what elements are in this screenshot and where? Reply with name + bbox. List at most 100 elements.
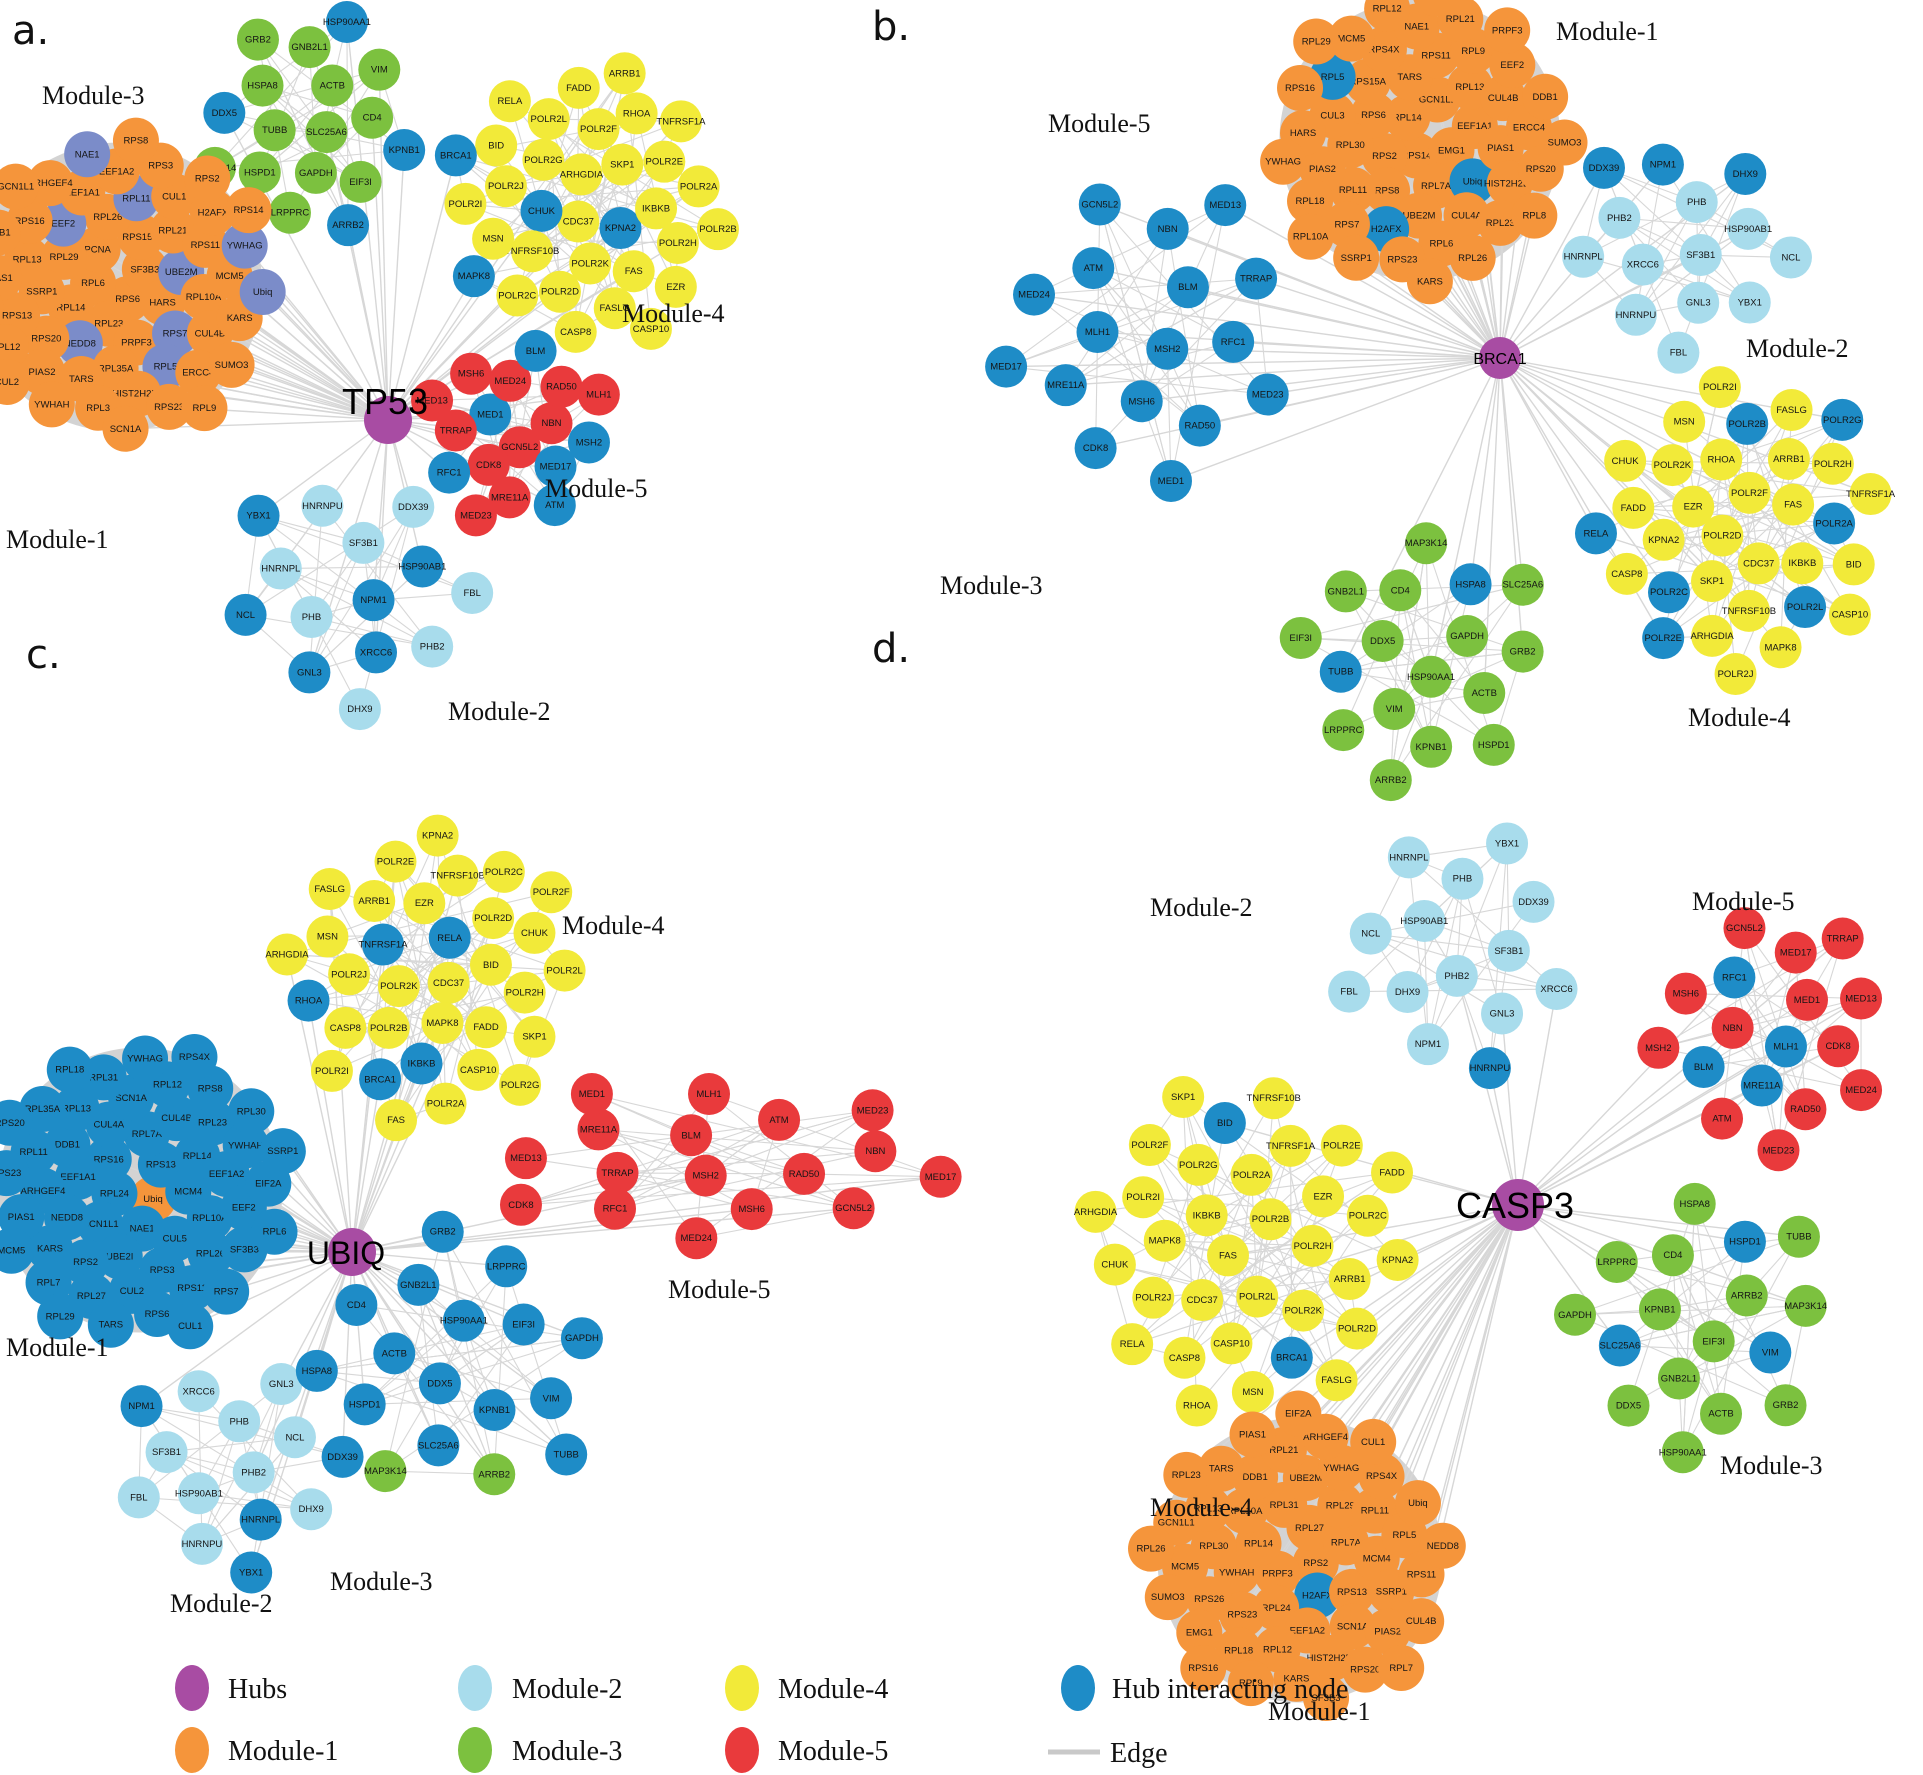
node-GAPDH[interactable]: GAPDH [294, 151, 337, 194]
node-RELA[interactable]: RELA [428, 916, 471, 959]
node-POLR2G[interactable]: POLR2G [1177, 1143, 1220, 1186]
node-ACTB[interactable]: ACTB [373, 1332, 416, 1375]
node-EIF2A[interactable]: EIF2A [1412, 0, 1458, 17]
node-BRCA1[interactable]: BRCA1 [434, 134, 477, 177]
node-KPNB1[interactable]: KPNB1 [1410, 725, 1453, 768]
node-MSN[interactable]: MSN [1663, 400, 1706, 443]
node-CHUK[interactable]: CHUK [513, 911, 556, 954]
node-CDC37[interactable]: CDC37 [557, 200, 600, 243]
node-POLR2L[interactable]: POLR2L [543, 949, 586, 992]
node-FASLG[interactable]: FASLG [1770, 388, 1813, 431]
node-TRRAP[interactable]: TRRAP [1821, 917, 1864, 960]
node-DDB1[interactable]: DDB1 [1522, 73, 1569, 120]
node-HNRNPU[interactable]: HNRNPU [301, 484, 344, 527]
node-GAPDH[interactable]: GAPDH [1446, 614, 1489, 657]
node-CDK8[interactable]: CDK8 [1074, 427, 1117, 470]
node-RPL29[interactable]: RPL29 [1293, 18, 1340, 65]
node-POLR2E[interactable]: POLR2E [374, 840, 417, 883]
node-FAS[interactable]: FAS [1207, 1234, 1250, 1277]
node-MED17[interactable]: MED17 [985, 345, 1028, 388]
node-TUBB[interactable]: TUBB [1319, 650, 1362, 693]
node-MSH2[interactable]: MSH2 [567, 421, 610, 464]
node-HSPD1[interactable]: HSPD1 [343, 1383, 386, 1426]
node-SUMO3[interactable]: SUMO3 [208, 341, 255, 388]
node-MSN[interactable]: MSN [472, 217, 515, 260]
node-PHB2[interactable]: PHB2 [411, 625, 454, 668]
node-POLR2B[interactable]: POLR2B [1726, 402, 1769, 445]
node-EZR[interactable]: EZR [403, 882, 446, 925]
node-SUMO3[interactable]: SUMO3 [1541, 119, 1588, 166]
node-SLC25A6[interactable]: SLC25A6 [1501, 563, 1544, 606]
node-RPL7[interactable]: RPL7 [1378, 1644, 1425, 1691]
node-CUL1[interactable]: CUL1 [1350, 1418, 1397, 1465]
node-RFC1[interactable]: RFC1 [428, 451, 471, 494]
node-RPS16[interactable]: RPS16 [1277, 64, 1324, 111]
node-POLR2E[interactable]: POLR2E [1642, 617, 1685, 660]
node-POLR2I[interactable]: POLR2I [444, 182, 487, 225]
node-MLH1[interactable]: MLH1 [1764, 1025, 1807, 1068]
node-POLR2A[interactable]: POLR2A [1813, 502, 1856, 545]
node-BID[interactable]: BID [1832, 543, 1875, 586]
node-POLR2E[interactable]: POLR2E [1320, 1124, 1363, 1167]
node-RPS8[interactable]: RPS8 [112, 117, 159, 164]
node-YBX1[interactable]: YBX1 [1486, 822, 1529, 865]
node-TUBB[interactable]: TUBB [545, 1433, 588, 1476]
node-EZR[interactable]: EZR [1672, 485, 1715, 528]
node-CD4[interactable]: CD4 [1379, 569, 1422, 612]
node-NBN[interactable]: NBN [530, 402, 573, 445]
node-GAPDH[interactable]: GAPDH [560, 1317, 603, 1360]
node-MED1[interactable]: MED1 [570, 1073, 613, 1116]
node-XRCC6[interactable]: XRCC6 [355, 631, 398, 674]
node-NBN[interactable]: NBN [854, 1130, 897, 1173]
node-MED1[interactable]: MED1 [1786, 978, 1829, 1021]
node-HSP90AB1[interactable]: HSP90AB1 [1400, 899, 1448, 942]
node-POLR2B[interactable]: POLR2B [367, 1006, 410, 1049]
node-MSH2[interactable]: MSH2 [1146, 327, 1189, 370]
node-HSPA8[interactable]: HSPA8 [1673, 1182, 1716, 1225]
node-XRCC6[interactable]: XRCC6 [1621, 243, 1664, 286]
hub-node-TP53[interactable] [364, 396, 412, 444]
node-XRCC6[interactable]: XRCC6 [1535, 968, 1578, 1011]
node-TNFRSF1A[interactable]: TNFRSF1A [656, 100, 706, 143]
node-RHOA[interactable]: RHOA [1175, 1384, 1218, 1427]
node-SF3B1[interactable]: SF3B1 [145, 1431, 188, 1474]
node-FASLG[interactable]: FASLG [308, 868, 351, 911]
node-RPS14[interactable]: RPS14 [225, 187, 272, 234]
node-VIM[interactable]: VIM [1749, 1331, 1792, 1374]
node-EIF3I[interactable]: EIF3I [1692, 1320, 1735, 1363]
node-POLR2H[interactable]: POLR2H [1291, 1224, 1334, 1267]
node-POLR2L[interactable]: POLR2L [1236, 1275, 1279, 1318]
node-GAPDH[interactable]: GAPDH [1554, 1293, 1597, 1336]
node-BRCA1[interactable]: BRCA1 [1270, 1336, 1313, 1379]
node-RFC1[interactable]: RFC1 [1212, 320, 1255, 363]
node-EIF2A[interactable]: EIF2A [1275, 1390, 1322, 1437]
node-MAPK8[interactable]: MAPK8 [421, 1001, 464, 1044]
node-KARS[interactable]: KARS [1406, 258, 1453, 305]
node-SF3B1[interactable]: SF3B1 [1487, 929, 1530, 972]
node-HSPA8[interactable]: HSPA8 [1449, 563, 1492, 606]
node-TNFRSF1A[interactable]: TNFRSF1A [1846, 473, 1896, 516]
node-MAPK8[interactable]: MAPK8 [452, 255, 495, 298]
node-POLR2F[interactable]: POLR2F [577, 108, 620, 151]
node-BID[interactable]: BID [1203, 1101, 1246, 1144]
node-DDX5[interactable]: DDX5 [1607, 1384, 1650, 1427]
node-VIM[interactable]: VIM [358, 48, 401, 91]
node-NEDD8[interactable]: NEDD8 [1419, 1522, 1466, 1569]
node-MAP3K14[interactable]: MAP3K14 [1784, 1284, 1827, 1327]
node-HNRNPU[interactable]: HNRNPU [1614, 293, 1657, 336]
node-MRE11A[interactable]: MRE11A [1044, 364, 1087, 407]
hub-node-BRCA1[interactable] [1479, 337, 1521, 379]
node-POLR2I[interactable]: POLR2I [1698, 366, 1741, 409]
node-GRB2[interactable]: GRB2 [236, 18, 279, 61]
node-CUL4B[interactable]: CUL4B [1398, 1598, 1445, 1645]
node-NPM1[interactable]: NPM1 [120, 1385, 163, 1428]
node-BRCA1[interactable]: BRCA1 [359, 1058, 402, 1101]
node-MED24[interactable]: MED24 [1013, 273, 1056, 316]
node-YBX1[interactable]: YBX1 [1728, 281, 1771, 324]
node-GRB2[interactable]: GRB2 [1764, 1384, 1807, 1427]
node-HSPA8[interactable]: HSPA8 [295, 1349, 338, 1392]
node-RPL30[interactable]: RPL30 [228, 1088, 275, 1135]
node-FAS[interactable]: FAS [375, 1099, 418, 1142]
node-PHB[interactable]: PHB [1441, 857, 1484, 900]
node-PHB2[interactable]: PHB2 [1435, 954, 1478, 997]
